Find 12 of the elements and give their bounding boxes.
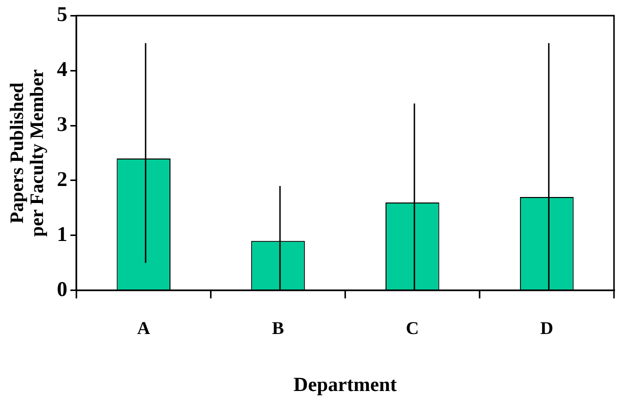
y-tick-label: 2 [56, 166, 68, 191]
y-tick-label: 5 [56, 2, 68, 26]
y-tick-label: 3 [56, 112, 68, 136]
x-tick-label: D [540, 318, 554, 338]
y-tick-label: 4 [56, 56, 68, 81]
x-tick-label: C [406, 318, 419, 338]
x-tick-label: B [272, 318, 284, 338]
x-tick-label: A [137, 318, 150, 338]
y-tick-label: 0 [56, 276, 68, 301]
x-axis-title: Department [294, 374, 398, 396]
y-axis-title: Papers Published per Faculty Member [6, 68, 48, 237]
y-tick-label: 1 [56, 222, 68, 246]
